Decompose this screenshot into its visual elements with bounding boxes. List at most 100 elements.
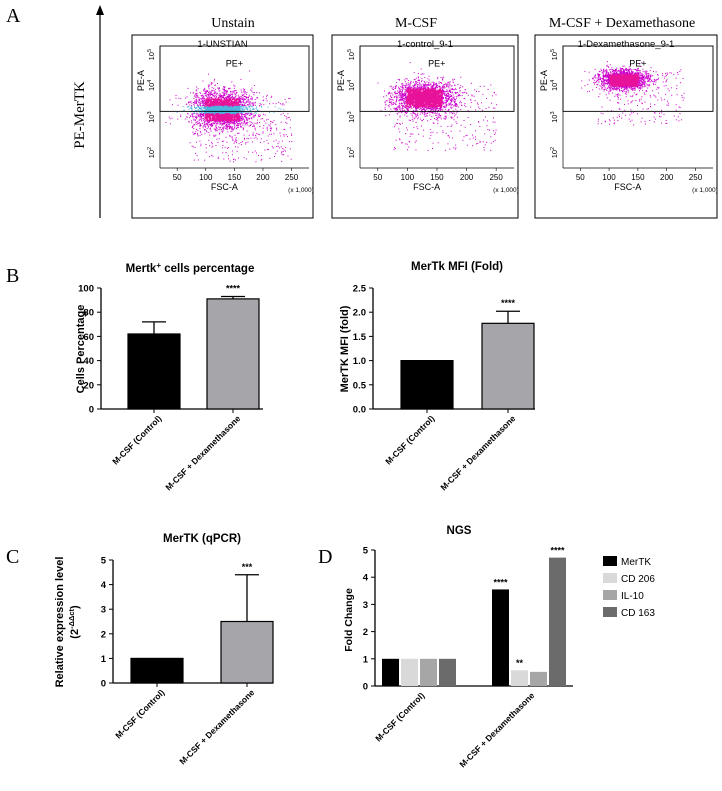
y-decade-label: 103 — [550, 111, 559, 122]
category-label: M-CSF (Control) — [113, 687, 166, 740]
bar-il-10 — [420, 658, 437, 686]
event-dots — [165, 70, 293, 163]
y-tick-label: 100 — [78, 284, 94, 295]
x-tick-label: 250 — [489, 173, 503, 182]
bar-1 — [400, 360, 454, 410]
fsc-a-axis-title: FSC-A — [211, 182, 238, 192]
bar-il-10 — [530, 671, 547, 686]
flow-plot-frame — [534, 34, 718, 219]
x-multiplier: (x 1,000) — [493, 187, 519, 194]
category-label: M-CSF (Control) — [110, 413, 163, 466]
y-label-formula: (2-ΔΔct) — [67, 605, 81, 639]
y-decade-label: 104 — [550, 80, 559, 91]
legend-swatch — [603, 607, 617, 617]
condition-label-mcsf: M-CSF — [395, 16, 437, 31]
x-tick-label: 150 — [228, 173, 242, 182]
panel-letter-d: D — [318, 546, 332, 568]
x-tick-label: 50 — [373, 173, 382, 182]
y-tick-label: 1 — [101, 654, 107, 665]
y-decade-label: 104 — [347, 80, 356, 91]
legend-label: IL-10 — [621, 591, 644, 602]
panel-c-chart: MerTK (qPCR) Relative expression level (… — [54, 533, 274, 766]
y-decade-label: 103 — [147, 111, 156, 122]
x-tick-label: 150 — [631, 173, 645, 182]
y-tick-label: 40 — [83, 356, 94, 367]
gate-label: PE+ — [226, 59, 243, 69]
flow-plot-title: 1-Dexamethasone_9-1 — [578, 39, 675, 50]
y-tick-label: 3 — [363, 600, 368, 611]
bar-cd-163 — [549, 557, 566, 686]
flow-plot-title: 1-control_9-1 — [397, 39, 453, 50]
significance-label: *** — [242, 562, 253, 572]
y-tick-label: 5 — [101, 556, 107, 567]
significance-label: **** — [501, 298, 516, 308]
y-decade-label: 102 — [347, 147, 356, 158]
x-multiplier: (x 1,000) — [288, 187, 314, 194]
flow-plot-3: 1-Dexamethasone_9-1 PE+ 105 104 103 102 PE-A 50… — [534, 34, 718, 219]
chart-title-ngs: NGS — [447, 525, 472, 537]
flow-plot-1: 1-UNSTIAN PE+ 105 104 103 102 PE-A 50 100 150 200 2… — [131, 34, 314, 219]
y-tick-label: 0.5 — [353, 380, 367, 391]
x-tick-label: 100 — [199, 173, 213, 182]
y-label-fold-change: Fold Change — [343, 588, 355, 652]
bar-1 — [127, 333, 181, 410]
flow-plot-title: 1-UNSTIAN — [197, 39, 247, 50]
x-tick-label: 50 — [576, 173, 585, 182]
y-tick-label: 1.0 — [353, 356, 366, 367]
y-label-mertk-mfi: MerTK MFI (fold) — [339, 305, 351, 392]
panel-letter-b: B — [6, 265, 19, 287]
bar-mertk — [492, 589, 509, 686]
y-tick-label: 20 — [83, 380, 94, 391]
category-label: M-CSF + Dexamethasone — [438, 413, 517, 492]
y-tick-label: 2 — [363, 627, 368, 638]
bar-mertk — [382, 658, 399, 686]
pe-a-axis-title: PE-A — [136, 70, 146, 91]
category-label: M-CSF + Dexamethasone — [457, 690, 536, 769]
significance-label: **** — [226, 283, 241, 293]
bar-2 — [206, 298, 260, 410]
bar-chart-mertk-percent: 0 20 40 60 80 100 M-CSF (Control) **** M-CSF + D… — [78, 283, 263, 492]
y-decade-label: 102 — [147, 147, 156, 158]
significance-label: **** — [550, 546, 565, 556]
chart-title-mertk-qpcr: MerTK (qPCR) — [163, 533, 241, 545]
y-tick-label: 3 — [101, 605, 106, 616]
flow-plot-frame — [331, 34, 519, 219]
gate-label: PE+ — [428, 59, 445, 69]
x-tick-label: 250 — [689, 173, 703, 182]
event-dots — [377, 62, 498, 151]
y-tick-label: 4 — [101, 580, 107, 591]
x-tick-label: 100 — [401, 173, 415, 182]
bar-2 — [220, 620, 274, 684]
y-decade-label: 103 — [347, 111, 356, 122]
bar-chart-mertk-qpcr: 0 1 2 3 4 5 M-CSF (Control) *** M-CSF + Dexameth… — [101, 556, 274, 766]
legend-label: CD 163 — [621, 608, 655, 619]
y-decade-label: 102 — [550, 147, 559, 158]
legend-label: MerTK — [621, 557, 651, 568]
category-label: M-CSF + Dexamethasone — [163, 413, 242, 492]
y-tick-label: 2.0 — [353, 308, 366, 319]
x-tick-label: 150 — [430, 173, 444, 182]
condition-label-mcsf-dexa: M-CSF + Dexamethasone — [549, 16, 695, 31]
y-tick-label: 1.5 — [353, 332, 367, 343]
y-decade-label: 105 — [147, 49, 156, 60]
legend-label: CD 206 — [621, 574, 655, 585]
y-tick-label: 0 — [101, 679, 106, 690]
event-dots — [581, 61, 685, 126]
y-decade-label: 105 — [550, 49, 559, 60]
x-tick-label: 200 — [256, 173, 270, 182]
bar-chart-mertk-mfi: 0.0 0.5 1.0 1.5 2.0 2.5 M-CSF (Control) **** M-C… — [353, 284, 535, 492]
gate-label: PE+ — [629, 59, 646, 69]
x-tick-label: 100 — [602, 173, 616, 182]
y-label-relative-expression: Relative expression level — [54, 557, 66, 688]
panel-b-left-chart: Mertk+ cells percentage Cells Percentage… — [75, 261, 263, 492]
bar-cd-163 — [439, 658, 456, 686]
bar-cd-206 — [511, 670, 528, 686]
y-tick-label: 0 — [89, 405, 94, 416]
y-tick-label: 1 — [363, 654, 369, 665]
chart-title-mertk-mfi: MerTk MFI (Fold) — [411, 261, 503, 273]
category-label: M-CSF (Control) — [373, 690, 426, 743]
condition-label-unstain: Unstain — [211, 16, 255, 31]
bar-2 — [481, 322, 535, 410]
